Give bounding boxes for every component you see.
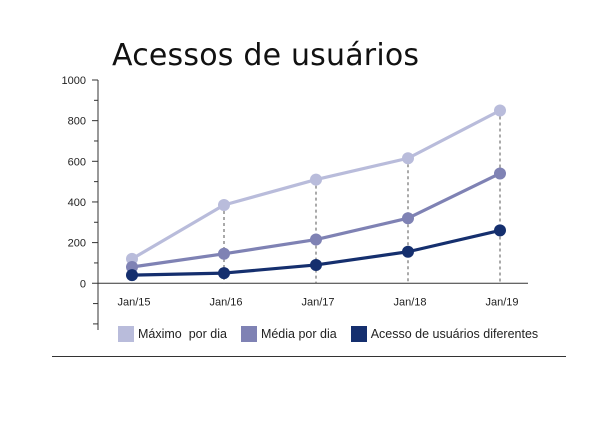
legend-swatch bbox=[350, 326, 367, 342]
y-tick-label: 0 bbox=[80, 278, 86, 290]
y-tick-label: 800 bbox=[68, 116, 86, 128]
data-point bbox=[126, 269, 138, 282]
y-tick-label: 400 bbox=[68, 197, 86, 209]
y-tick-label: 600 bbox=[68, 156, 86, 168]
legend-item: Máximo por dia bbox=[118, 326, 227, 342]
axes-group bbox=[92, 79, 528, 330]
series-group bbox=[126, 104, 506, 282]
data-point bbox=[494, 167, 506, 180]
legend-swatch bbox=[118, 326, 134, 342]
data-point bbox=[310, 258, 322, 271]
data-point bbox=[310, 173, 322, 186]
legend-item: Acesso de usuários diferentes bbox=[350, 326, 539, 342]
legend-label: Máximo por dia bbox=[138, 327, 227, 341]
x-tick-label: Jan/17 bbox=[301, 296, 334, 308]
labels-group: 0 200 400 600 800 1000 Jan/15 Jan/16 Jan/17 Jan/1… bbox=[62, 75, 519, 308]
x-tick-label: Jan/19 bbox=[485, 296, 518, 308]
x-tick-label: Jan/15 bbox=[117, 296, 150, 308]
y-tick-label: 1000 bbox=[62, 75, 86, 87]
data-point bbox=[402, 212, 414, 225]
legend-label: Acesso de usuários diferentes bbox=[370, 327, 539, 341]
bottom-divider bbox=[52, 356, 566, 357]
data-point bbox=[494, 224, 506, 237]
x-tick-label: Jan/18 bbox=[393, 296, 426, 308]
y-tick-label: 200 bbox=[68, 238, 86, 250]
chart-title: Acessos de usuários bbox=[112, 38, 420, 73]
data-point bbox=[402, 152, 414, 165]
legend: Máximo por dia Média por dia Acesso de usu… bbox=[118, 326, 552, 342]
data-point bbox=[494, 104, 506, 117]
legend-label: Média por dia bbox=[260, 327, 337, 341]
x-tick-label: Jan/16 bbox=[209, 296, 242, 308]
data-point bbox=[402, 245, 414, 258]
legend-item: Média por dia bbox=[240, 326, 337, 342]
data-point bbox=[218, 199, 230, 211]
legend-swatch bbox=[240, 326, 257, 342]
data-point bbox=[218, 247, 230, 260]
data-point bbox=[218, 267, 230, 280]
data-point bbox=[310, 233, 322, 246]
